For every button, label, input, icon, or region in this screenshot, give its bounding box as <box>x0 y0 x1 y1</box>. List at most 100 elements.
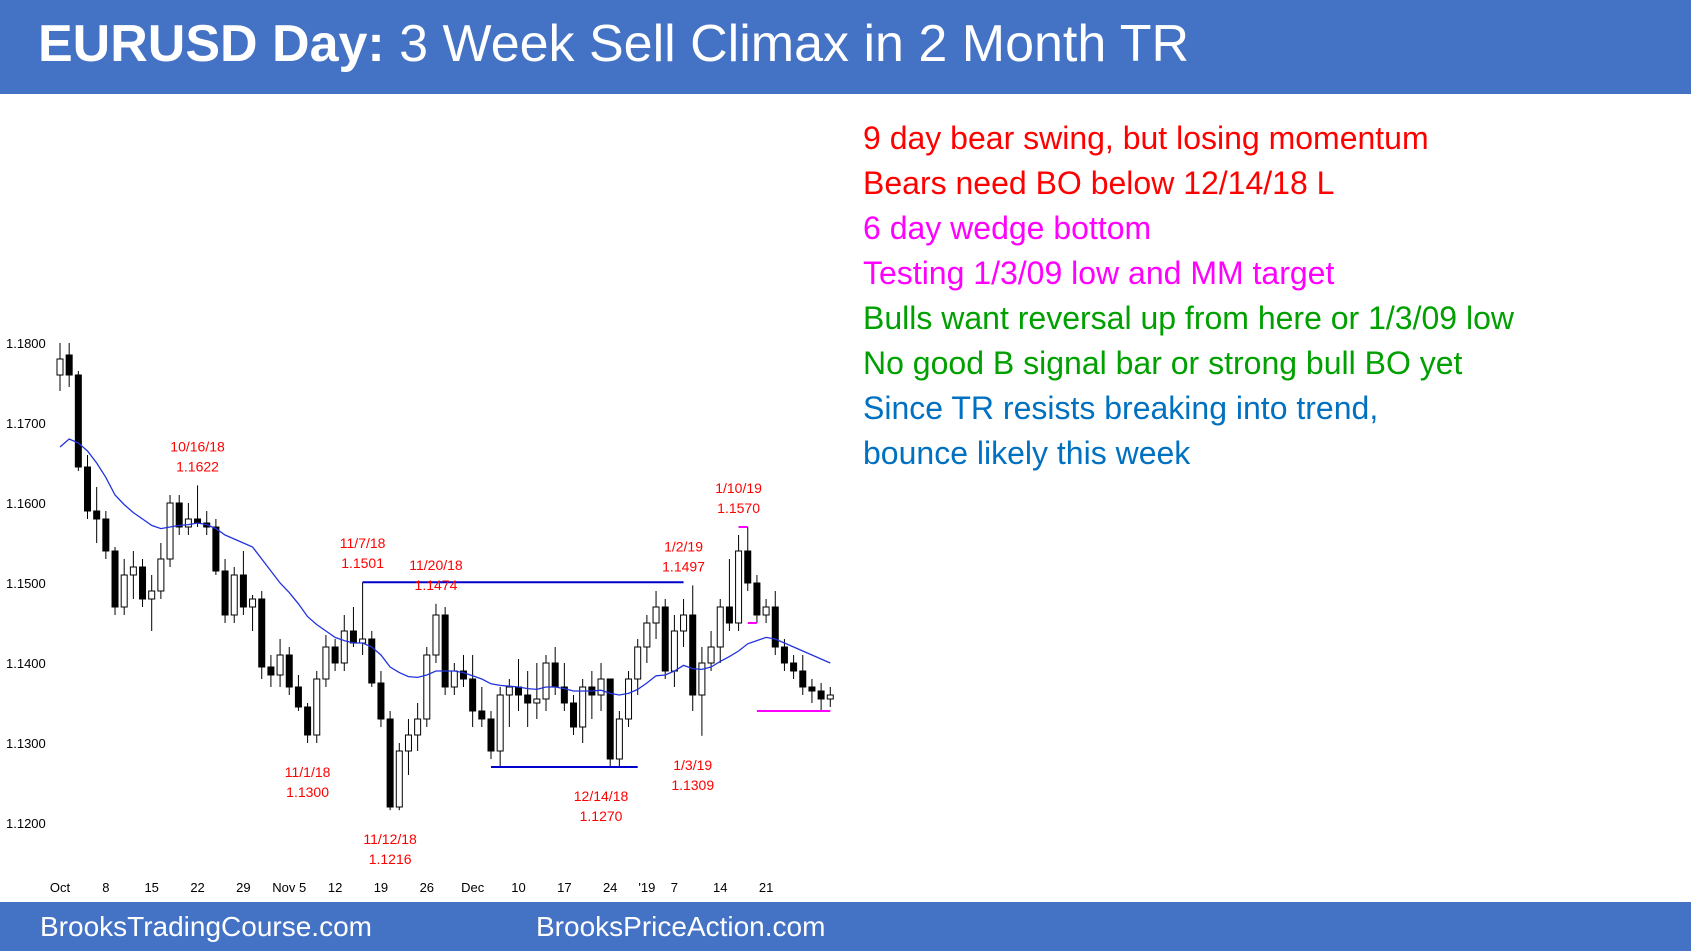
annotation-date: 12/14/18 <box>574 788 629 804</box>
candle-bear <box>661 606 669 672</box>
candle-bear <box>524 694 532 704</box>
candle-bull <box>404 734 412 752</box>
annotation-price: 1.1474 <box>415 577 458 593</box>
candle-bear <box>386 718 394 808</box>
note-5: Bulls want reversal up from here or 1/3/… <box>863 300 1514 336</box>
candle-bear <box>84 466 92 512</box>
candle-bear <box>111 550 119 608</box>
note-2: Bears need BO below 12/14/18 L <box>863 165 1335 201</box>
candle-bear <box>221 570 229 616</box>
candle-bull <box>735 550 743 624</box>
candle-bull <box>148 590 156 600</box>
annotation-date: 11/12/18 <box>363 831 417 847</box>
candle-bear <box>331 646 339 664</box>
candle-bull <box>496 694 504 752</box>
x-tick-label: Dec <box>461 880 485 895</box>
candle-bear <box>560 686 568 704</box>
candle-bear <box>469 678 477 712</box>
candle-bull <box>157 558 165 592</box>
x-tick-label: 7 <box>671 880 678 895</box>
candle-bull <box>505 686 513 696</box>
y-tick-label: 1.1800 <box>6 336 46 351</box>
candle-bear <box>515 686 522 696</box>
x-tick-label: 17 <box>557 880 571 895</box>
candle-bull <box>184 518 192 528</box>
candle-bull <box>129 566 137 576</box>
note-8: bounce likely this week <box>863 435 1191 471</box>
x-tick-label: 8 <box>102 880 109 895</box>
candle-bull <box>432 614 440 656</box>
candle-bear <box>65 354 73 376</box>
candle-bear <box>790 662 798 672</box>
x-tick-label: Oct <box>50 880 71 895</box>
note-6: No good B signal bar or strong bull BO y… <box>863 345 1463 381</box>
y-tick-label: 1.1300 <box>6 736 46 751</box>
x-tick-label: 24 <box>603 880 617 895</box>
candle-bear <box>459 670 467 680</box>
x-tick-label: 15 <box>144 880 158 895</box>
y-tick-label: 1.1200 <box>6 816 46 831</box>
x-tick-label: 10 <box>511 880 525 895</box>
note-3: 6 day wedge bottom <box>863 210 1152 246</box>
footer-banner: BrooksTradingCourse.com BrooksPriceActio… <box>0 902 1691 951</box>
candle-bull <box>542 662 550 700</box>
moving-average-line <box>59 438 831 696</box>
candle-bull <box>625 678 633 720</box>
candle-bear <box>606 678 614 760</box>
candle-bear <box>377 682 385 720</box>
candle-bear <box>771 606 779 648</box>
candle-bear <box>368 638 376 684</box>
annotation-price: 1.1270 <box>580 808 623 824</box>
candle-bear <box>817 690 825 700</box>
candle-bull <box>423 654 431 720</box>
candle-bull <box>276 654 284 676</box>
candle-bull <box>670 630 678 672</box>
note-7: Since TR resists breaking into trend, <box>863 390 1379 426</box>
candle-bull <box>762 606 770 616</box>
x-tick-label: 12 <box>328 880 342 895</box>
x-tick-label: 29 <box>236 880 250 895</box>
annotation-price: 1.1622 <box>176 458 219 474</box>
annotation-date: 1/10/19 <box>715 480 762 496</box>
candle-bear <box>487 718 495 752</box>
x-tick-label: 21 <box>759 880 773 895</box>
y-tick-label: 1.1700 <box>6 416 46 431</box>
candle-bull <box>313 678 321 736</box>
candle-bull <box>56 358 64 376</box>
candle-bear <box>799 670 807 688</box>
title-symbol: EURUSD Day: <box>38 15 385 73</box>
annotation-date: 1/3/19 <box>673 757 712 773</box>
candle-bear <box>753 582 761 616</box>
candle-bull <box>322 646 330 680</box>
candle-bull <box>716 606 724 648</box>
candle-bull <box>230 574 238 616</box>
candle-bear <box>780 646 788 664</box>
x-tick-label: 14 <box>713 880 727 895</box>
note-4: Testing 1/3/09 low and MM target <box>863 255 1335 291</box>
annotation-date: 11/20/18 <box>409 557 463 573</box>
annotation-price: 1.1570 <box>717 500 760 516</box>
title-description: 3 Week Sell Climax in 2 Month TR <box>384 15 1190 73</box>
annotation-price: 1.1300 <box>286 784 329 800</box>
candle-bear <box>478 710 486 720</box>
x-tick-label: 19 <box>374 880 388 895</box>
candle-bull <box>579 686 587 728</box>
candle-bull <box>414 718 422 736</box>
candle-bear <box>349 630 357 644</box>
footer-link-trading-course[interactable]: BrooksTradingCourse.com <box>40 911 372 942</box>
candle-bull <box>395 750 403 808</box>
y-tick-label: 1.1600 <box>6 496 46 511</box>
candle-bear <box>93 510 101 520</box>
candle-bull <box>634 646 642 680</box>
candle-bear <box>304 706 312 736</box>
candle-bear <box>212 526 220 572</box>
header-banner: EURUSD Day: 3 Week Sell Climax in 2 Mont… <box>0 0 1691 94</box>
price-chart: 1.1800 1.1700 1.1600 1.1500 1.1400 1.1300 1.12… <box>6 336 834 895</box>
candle-bear <box>175 502 183 528</box>
x-tick-label: '19 <box>638 880 655 895</box>
candle-bull <box>249 598 257 608</box>
candle-bear <box>267 666 275 676</box>
annotation-price: 1.1501 <box>341 555 384 571</box>
footer-link-price-action[interactable]: BrooksPriceAction.com <box>536 911 826 942</box>
candle-bear <box>551 662 559 688</box>
